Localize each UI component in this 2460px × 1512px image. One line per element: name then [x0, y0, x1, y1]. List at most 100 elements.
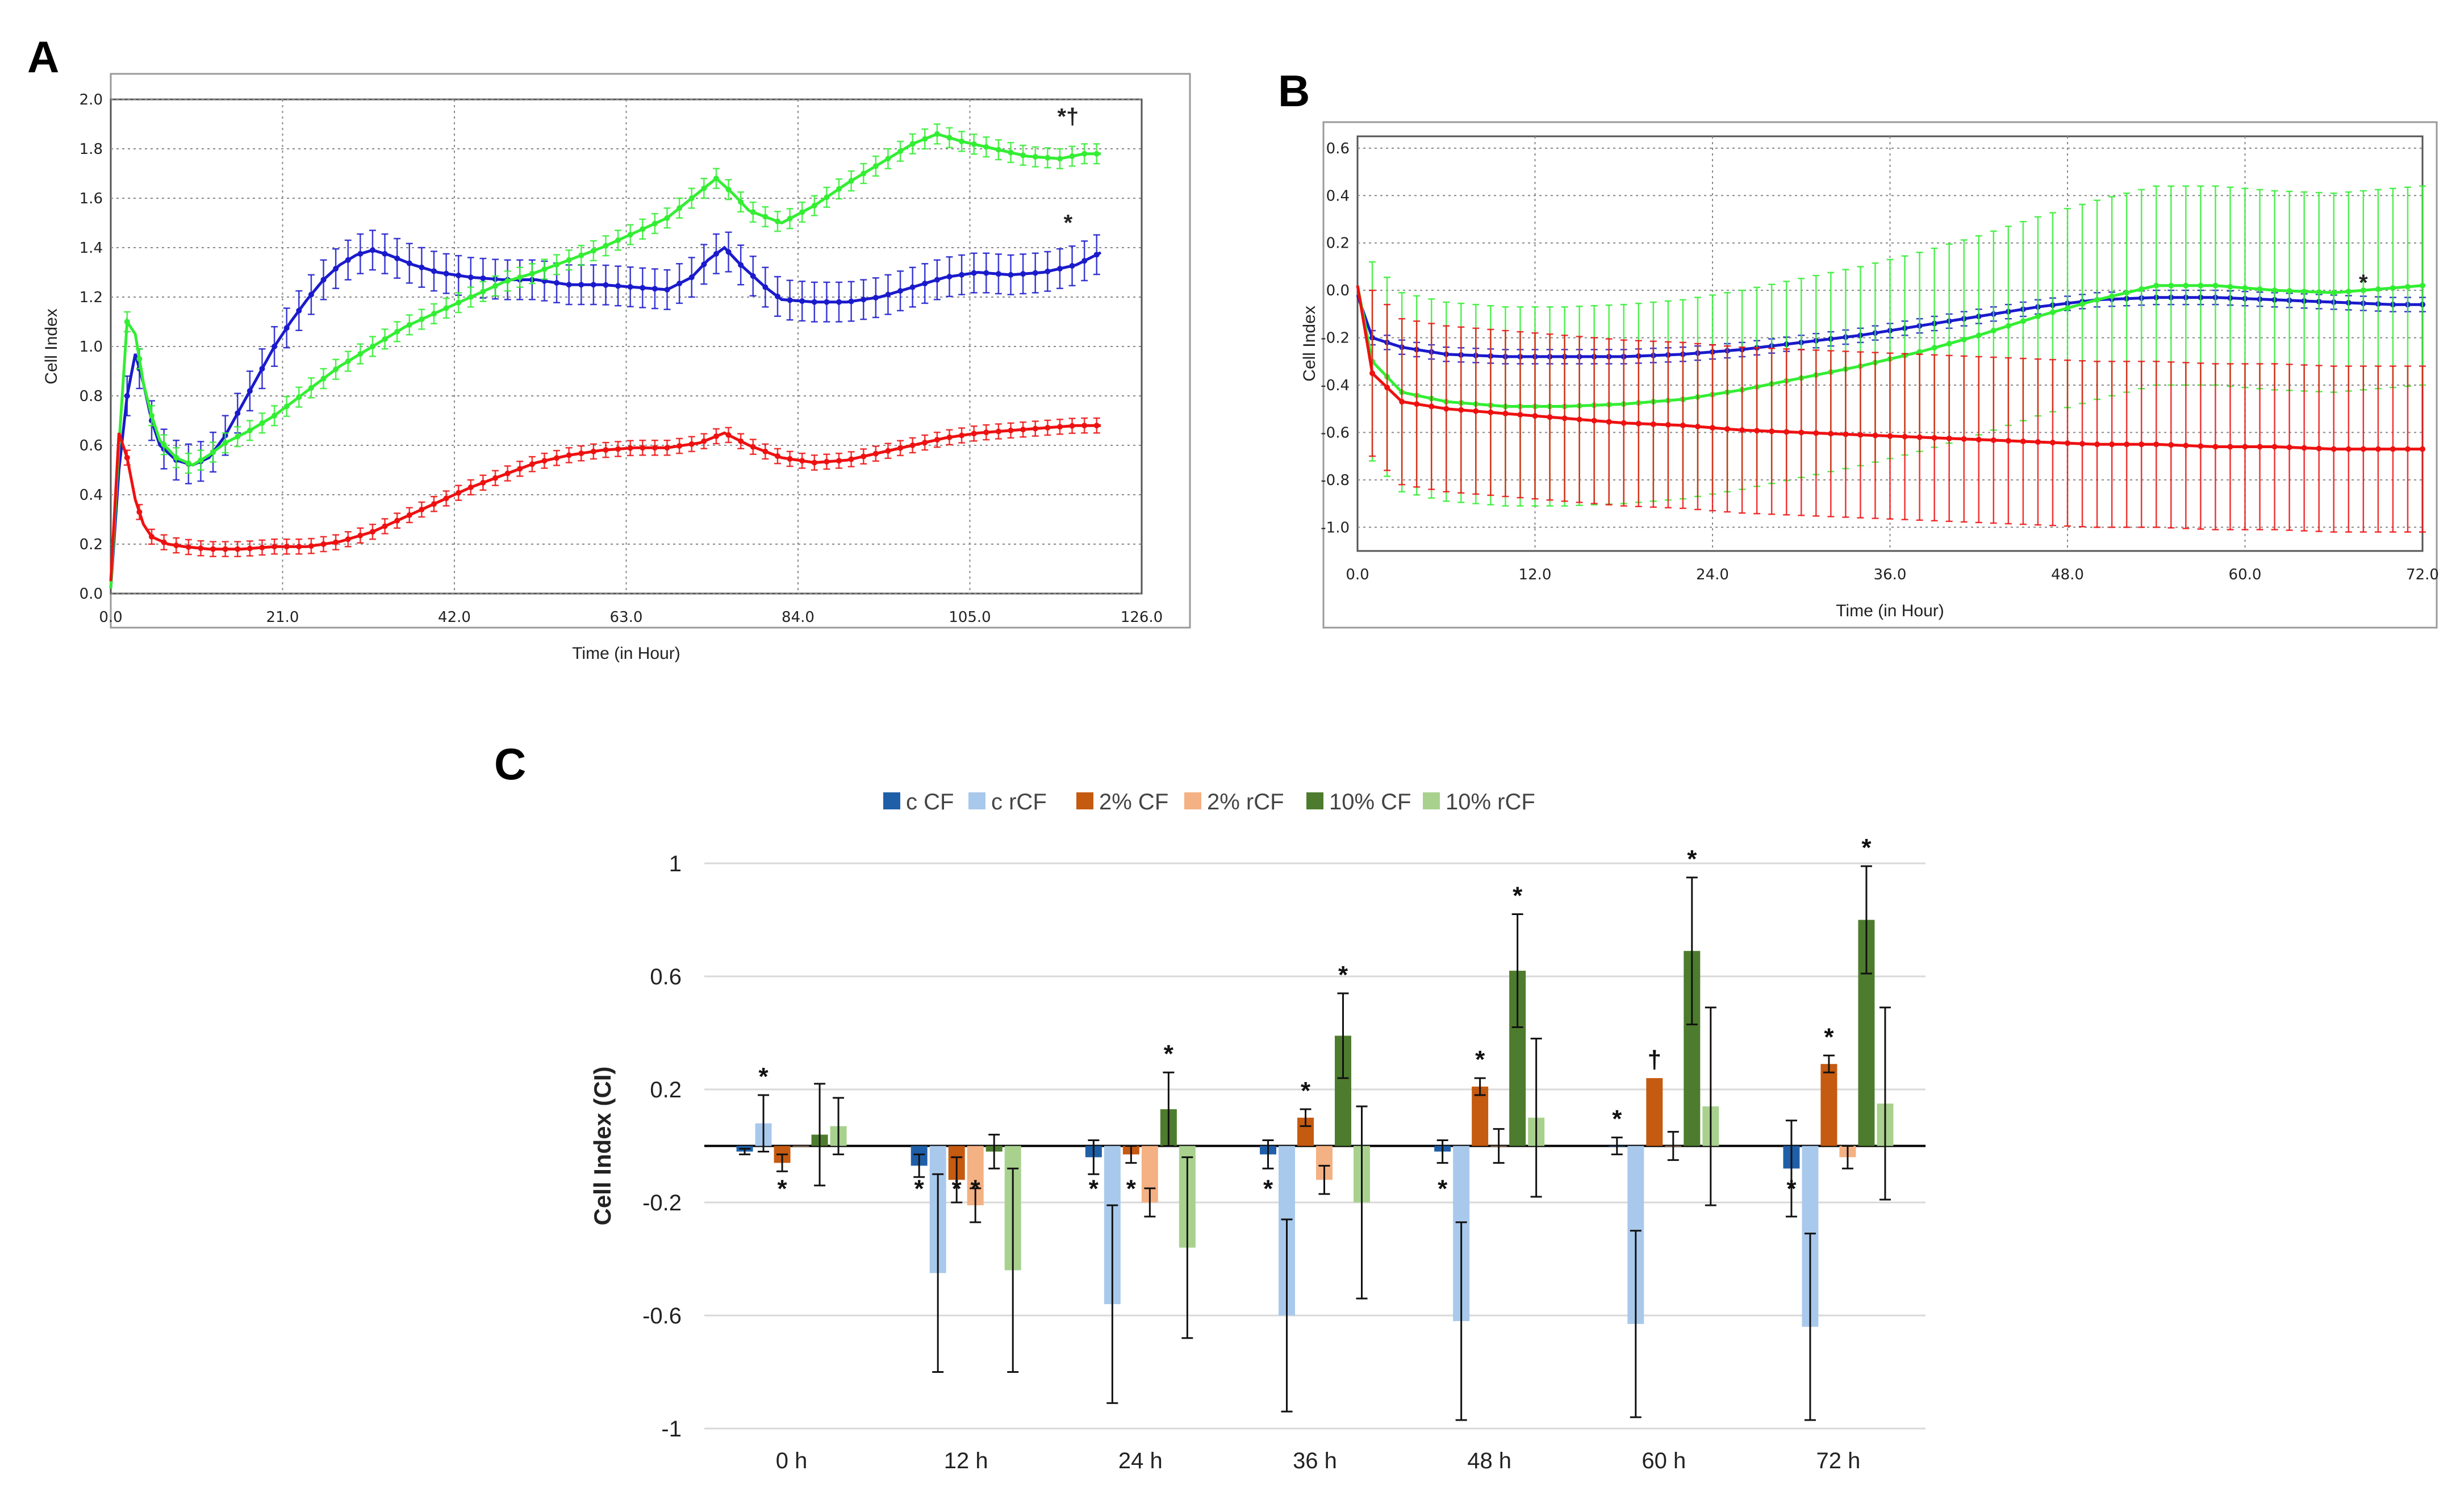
chart-c-significance-mark: *	[971, 1175, 981, 1203]
chart-c-category-label: 48 h	[1467, 1448, 1511, 1473]
chart-c-category-label: 72 h	[1816, 1448, 1860, 1473]
chart-c-ytick-label: 1	[669, 851, 682, 876]
chart-b-ytick-label: -1.0	[1321, 519, 1350, 536]
chart-c-significance-mark: *	[1861, 834, 1872, 862]
chart-b-annotation: *	[2359, 270, 2368, 295]
chart-c-significance-mark: *	[952, 1175, 962, 1203]
chart-b-ytick-label: -0.8	[1321, 472, 1350, 489]
chart-c-significance-mark: *	[1301, 1077, 1311, 1105]
chart-a-xtick-label: 42.0	[438, 609, 471, 626]
chart-c-legend-swatch	[1306, 792, 1323, 809]
chart-a-ytick-label: 0.0	[80, 586, 103, 603]
chart-a-ytick-label: 2.0	[80, 91, 103, 108]
chart-b-xtick-label: 60.0	[2229, 566, 2262, 583]
chart-c-significance-mark: *	[1824, 1023, 1834, 1051]
chart-a-annotation: *	[1064, 211, 1073, 236]
chart-c-significance-mark: *	[1263, 1175, 1273, 1203]
chart-b-xtick-label: 48.0	[2051, 566, 2084, 583]
chart-b-ytick-label: -0.6	[1321, 424, 1350, 441]
chart-a-xtick-label: 105.0	[949, 609, 991, 626]
chart-a-ytick-label: 1.4	[80, 240, 103, 257]
chart-c-bar	[1472, 1087, 1489, 1146]
panel-label-c: C	[494, 739, 527, 789]
chart-a-ylabel: Cell Index	[42, 308, 61, 384]
chart-b-xtick-label: 72.0	[2406, 566, 2439, 583]
chart-b-ylabel: Cell Index	[1300, 306, 1319, 381]
chart-c-bar	[1646, 1078, 1663, 1146]
chart-c-significance-mark: *	[759, 1063, 769, 1091]
chart-c-legend-swatch	[1076, 792, 1093, 809]
chart-c-significance-mark: †	[1648, 1046, 1661, 1074]
chart-c-legend-label: 10% CF	[1329, 790, 1411, 815]
chart-a-line-green	[109, 132, 1101, 589]
chart-c-category-label: 0 h	[776, 1448, 808, 1473]
chart-c-significance-mark: *	[778, 1175, 788, 1203]
chart-b-ytick-label: 0.6	[1326, 140, 1350, 157]
chart-c-ytick-label: -0.6	[642, 1304, 682, 1329]
chart-a-ytick-label: 0.8	[80, 388, 103, 405]
chart-c-ytick-label: 0.6	[650, 964, 682, 989]
chart-c-significance-mark: *	[1513, 882, 1523, 910]
chart-c-ytick-label: -0.2	[642, 1191, 682, 1216]
chart-b-ytick-label: -0.2	[1321, 330, 1350, 347]
chart-a-ytick-label: 1.0	[80, 339, 103, 356]
chart-a-xtick-label: 0.0	[99, 609, 122, 626]
chart-c-category-label: 12 h	[944, 1448, 988, 1473]
chart-c-significance-mark: *	[914, 1175, 925, 1203]
chart-c-bar	[1820, 1064, 1837, 1146]
chart-a-xtick-label: 63.0	[610, 609, 643, 626]
chart-c-significance-mark: *	[1164, 1040, 1174, 1068]
chart-c-ytick-label: 0.2	[650, 1077, 682, 1102]
chart-b-ytick-label: 0.4	[1326, 187, 1350, 204]
chart-b-xlabel: Time (in Hour)	[1836, 602, 1944, 620]
chart-c-category-label: 36 h	[1293, 1448, 1337, 1473]
chart-c-legend-swatch	[968, 792, 985, 809]
chart-a-ytick-label: 1.8	[80, 141, 103, 158]
chart-a-line-red	[109, 424, 1101, 582]
chart-b-xtick-label: 36.0	[1874, 566, 1907, 583]
chart-b-ytick-label: 0.0	[1326, 282, 1350, 299]
chart-c-significance-mark: *	[1126, 1175, 1137, 1202]
chart-b-ytick-label: -0.4	[1321, 377, 1350, 394]
chart-c-significance-mark: *	[1338, 961, 1348, 989]
chart-c-significance-mark: *	[1687, 845, 1697, 873]
chart-c-legend-swatch	[1184, 792, 1201, 809]
chart-a-ytick-label: 1.2	[80, 289, 103, 306]
chart-a-xtick-label: 84.0	[782, 609, 815, 626]
chart-b-ytick-label: 0.2	[1326, 235, 1350, 252]
chart-c-legend-label: c CF	[906, 790, 954, 815]
chart-c-legend-swatch	[1423, 792, 1440, 809]
panel-label-b: B	[1278, 66, 1310, 116]
chart-c-significance-mark: *	[1438, 1175, 1448, 1202]
panel-label-a: A	[27, 32, 60, 82]
chart-c-legend-label: 10% rCF	[1446, 790, 1535, 815]
chart-b-xtick-label: 24.0	[1696, 566, 1729, 583]
chart-c-significance-mark: *	[1089, 1175, 1099, 1203]
chart-c-category-label: 60 h	[1642, 1448, 1686, 1473]
chart-a-annotation: *†	[1057, 105, 1079, 130]
chart-a-ytick-label: 0.4	[80, 487, 103, 504]
chart-c-legend-label: 2% CF	[1099, 790, 1168, 815]
chart-a-ytick-label: 0.2	[80, 536, 103, 553]
chart-c-bar	[792, 1146, 809, 1147]
chart-b-line-red	[1356, 285, 2423, 451]
chart-b-frame	[1322, 121, 2438, 629]
chart-c-ytick-label: -1	[661, 1417, 682, 1442]
chart-a-xtick-label: 126.0	[1121, 609, 1163, 626]
chart-a-xlabel: Time (in Hour)	[572, 644, 680, 663]
chart-a-ytick-label: 1.6	[80, 190, 103, 207]
chart-c-category-label: 24 h	[1118, 1448, 1163, 1473]
chart-c-significance-mark: *	[1786, 1175, 1797, 1203]
chart-c-ylabel: Cell Index (CI)	[589, 1066, 616, 1225]
chart-b-xtick-label: 0.0	[1346, 566, 1369, 583]
chart-c-significance-mark: *	[1612, 1105, 1622, 1133]
chart-c-legend-label: c rCF	[991, 790, 1047, 815]
chart-b-xtick-label: 12.0	[1519, 566, 1552, 583]
chart-c-legend-swatch	[883, 792, 900, 809]
chart-c-significance-mark: *	[1475, 1046, 1485, 1074]
chart-a-xtick-label: 21.0	[266, 609, 299, 626]
chart-c-legend-label: 2% rCF	[1207, 790, 1284, 815]
